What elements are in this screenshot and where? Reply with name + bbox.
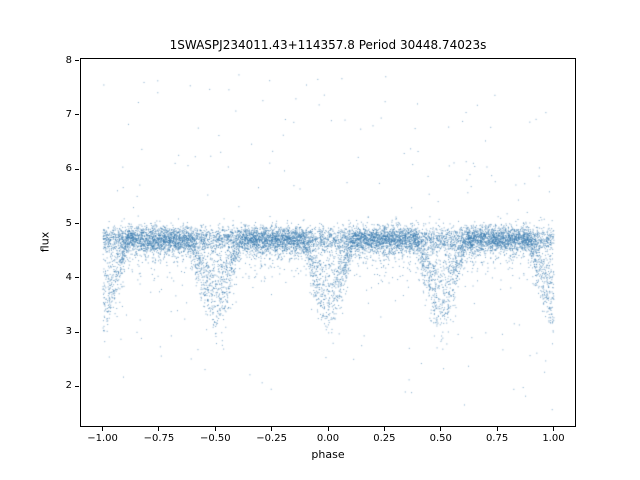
y-tick-mark <box>75 223 79 224</box>
x-tick-mark <box>271 427 273 431</box>
x-tick-label: 0.50 <box>429 433 452 444</box>
x-tick-mark <box>440 427 442 431</box>
y-tick-mark <box>75 168 79 170</box>
x-tick-mark <box>158 427 160 431</box>
y-tick-mark <box>75 60 79 62</box>
y-tick-label: 2 <box>65 380 72 392</box>
y-tick-mark <box>75 277 79 279</box>
x-tick-label: −1.00 <box>87 433 118 444</box>
x-tick-label: −0.25 <box>256 433 287 444</box>
x-tick-label: −0.50 <box>199 433 231 444</box>
x-tick-label: 0.75 <box>485 433 509 444</box>
y-tick-label: 8 <box>65 54 72 66</box>
x-tick-label: 0.00 <box>316 433 340 444</box>
y-tick-mark <box>75 385 79 387</box>
y-tick-label: 7 <box>65 108 72 120</box>
scatter-points-canvas <box>80 58 576 427</box>
x-tick-mark <box>214 427 216 431</box>
y-tick-label: 5 <box>65 217 72 229</box>
x-tick-mark <box>552 427 554 431</box>
y-tick-label: 3 <box>65 326 72 338</box>
y-tick-mark <box>75 114 79 116</box>
y-tick-mark <box>75 331 79 333</box>
chart-title: 1SWASPJ234011.43+114357.8 Period 30448.7… <box>169 38 487 52</box>
x-tick-mark <box>383 427 385 431</box>
x-tick-label: 1.00 <box>542 433 565 444</box>
y-tick-label: 4 <box>65 271 72 283</box>
x-tick-mark <box>327 427 329 431</box>
x-tick-label: 0.25 <box>373 433 396 444</box>
x-tick-label: −0.75 <box>143 433 175 444</box>
x-axis-label: phase <box>311 448 345 461</box>
y-tick-label: 6 <box>65 163 72 175</box>
x-tick-mark <box>102 427 104 431</box>
y-axis-label: flux <box>38 231 52 253</box>
x-tick-mark <box>496 427 498 431</box>
